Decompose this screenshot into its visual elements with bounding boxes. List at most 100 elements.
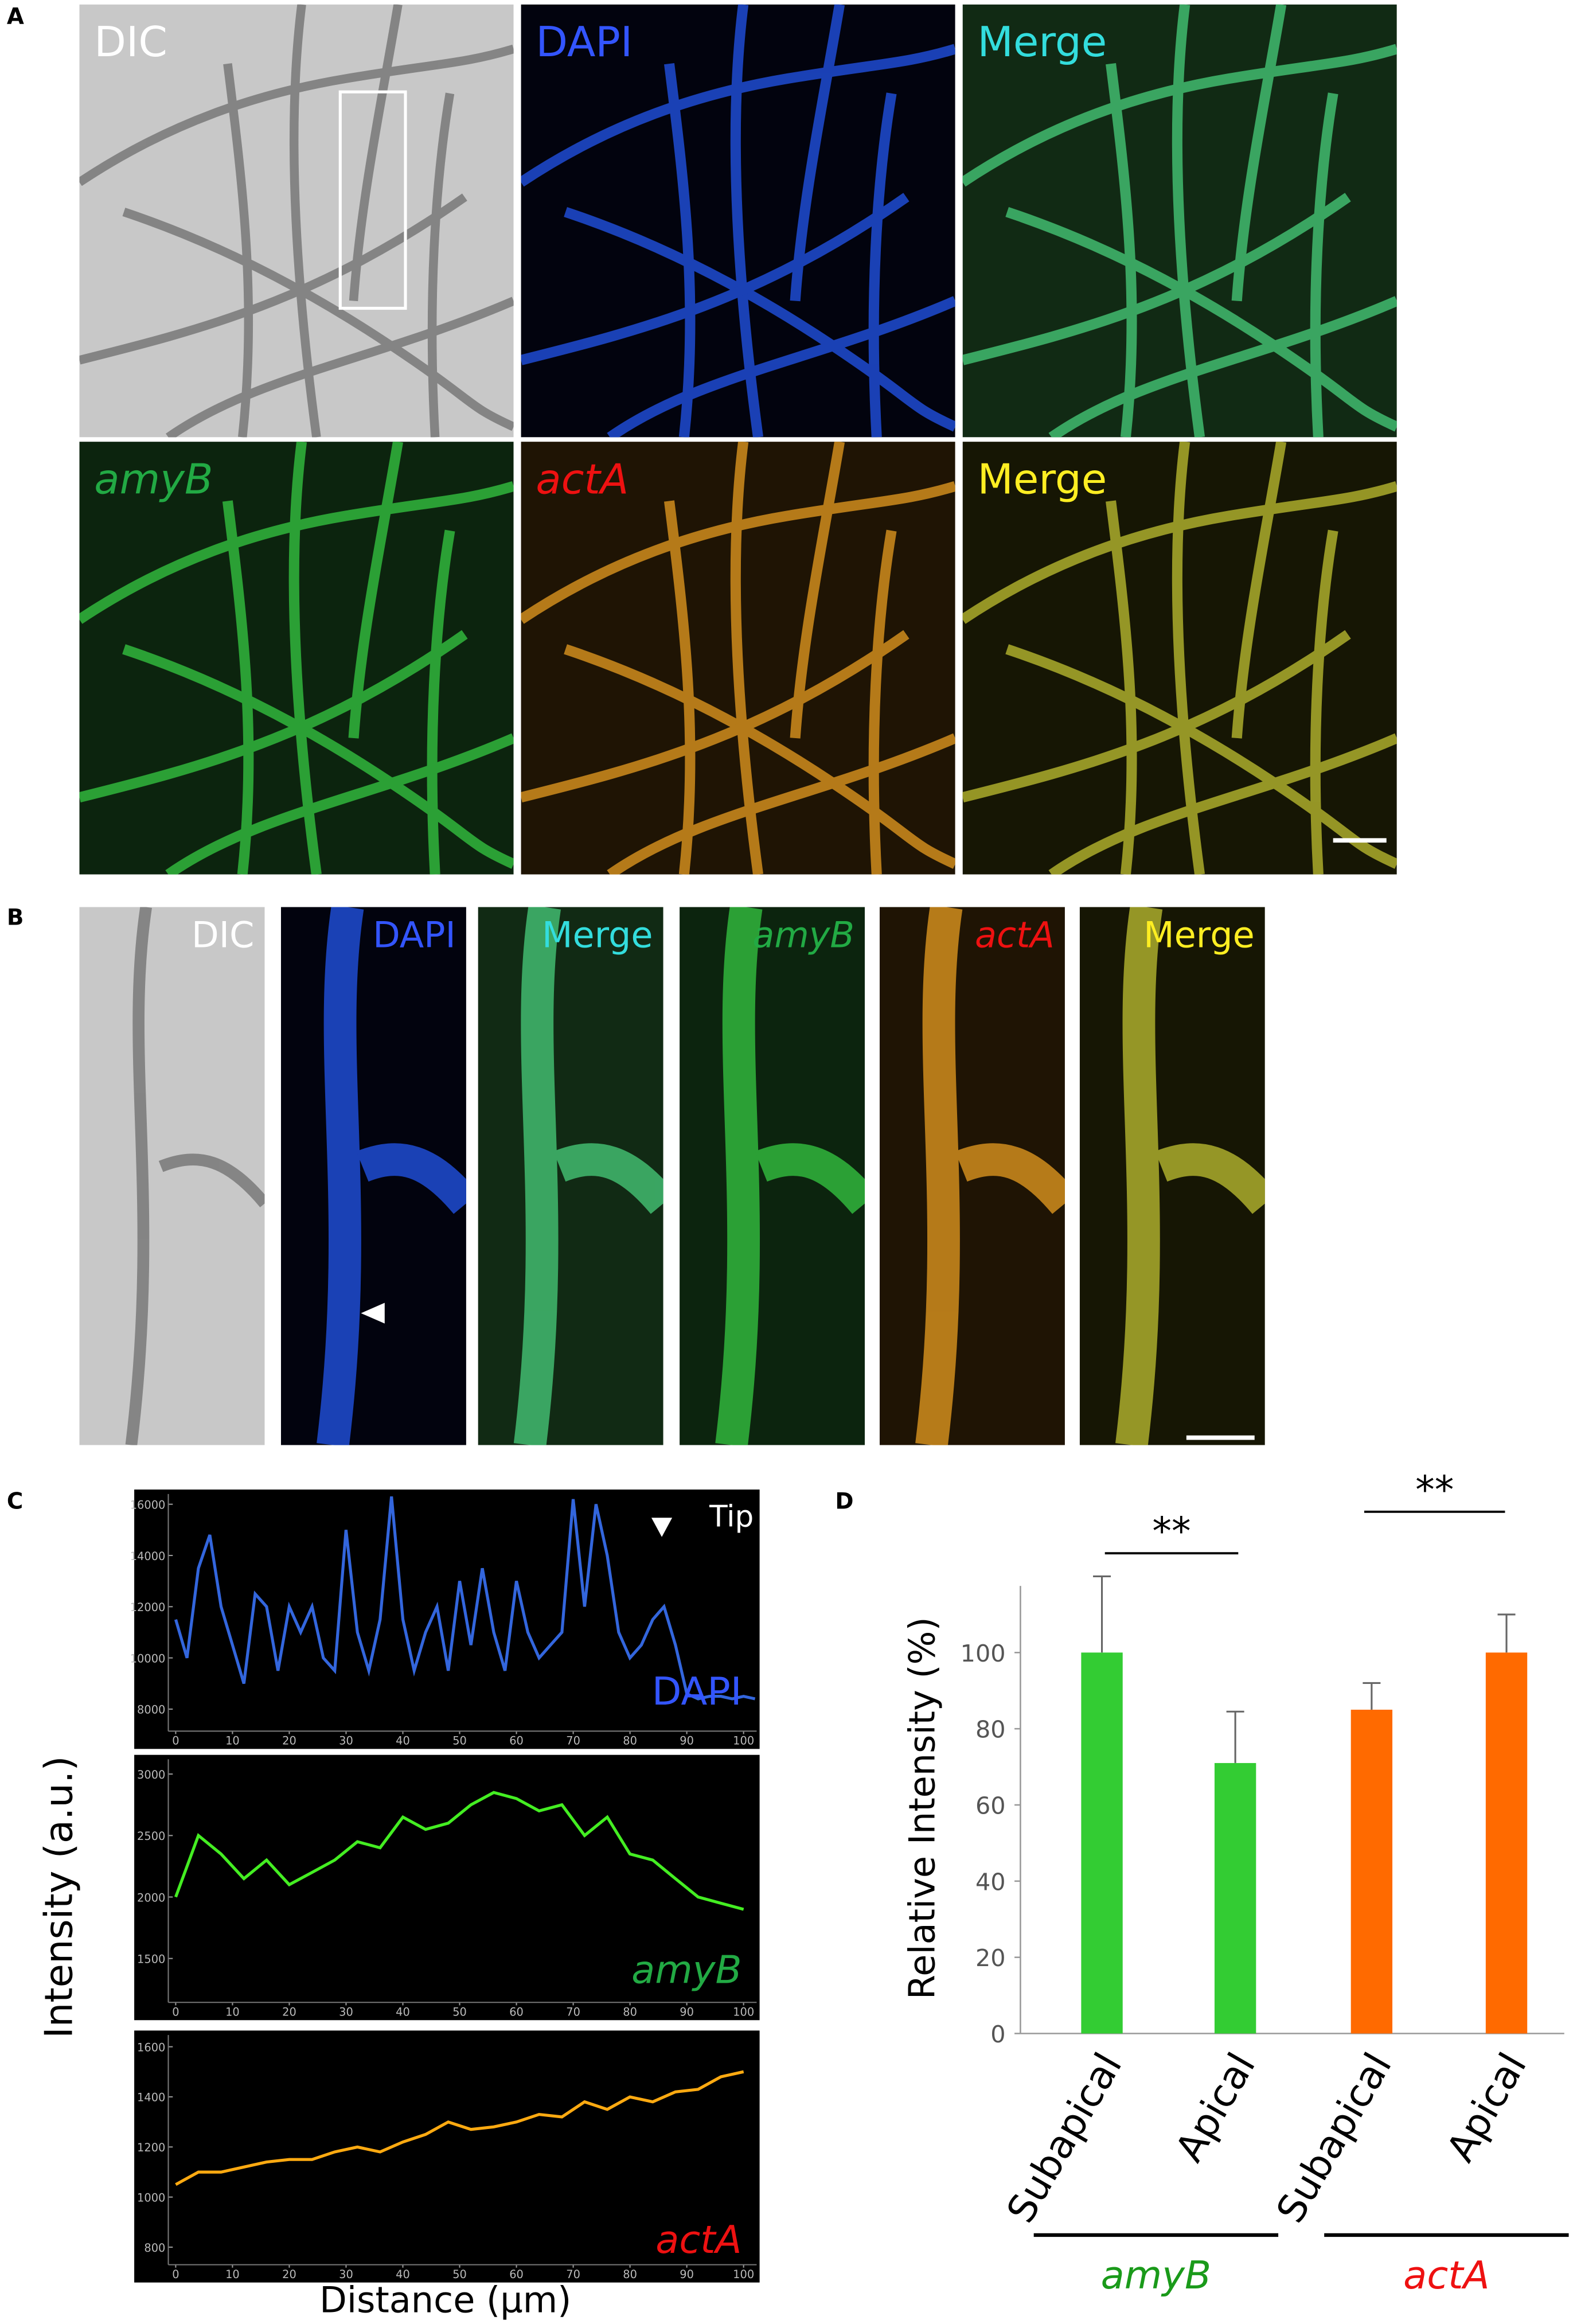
- image-label: amyB: [752, 914, 854, 956]
- panel-label: A: [7, 3, 24, 29]
- category-label: Subapical: [998, 2045, 1131, 2230]
- micrograph: [879, 907, 1065, 1445]
- micrograph: [521, 442, 955, 875]
- significance-label: **: [1152, 1509, 1190, 1554]
- image-label: actA: [536, 456, 629, 504]
- significance-label: **: [1415, 1467, 1454, 1512]
- y-tick-label: 2000: [137, 1891, 165, 1904]
- x-tick-label: 10: [225, 2268, 240, 2281]
- x-tick-label: 40: [396, 1734, 410, 1748]
- x-tick-label: 30: [339, 2268, 353, 2281]
- y-tick-label: 1000: [137, 2191, 165, 2204]
- y-axis-label: Relative Intensity (%): [901, 1617, 943, 1999]
- x-tick-label: 40: [396, 2268, 410, 2281]
- image-label: DAPI: [373, 914, 456, 956]
- image-label: actA: [975, 914, 1055, 956]
- image-label: Merge: [542, 914, 653, 956]
- y-tick-label: 40: [975, 1868, 1006, 1896]
- micrograph: [963, 442, 1397, 875]
- image-label: Merge: [977, 18, 1107, 67]
- x-tick-label: 90: [680, 2268, 694, 2281]
- bar: [1485, 1652, 1528, 2034]
- x-tick-label: 20: [282, 1734, 296, 1748]
- x-tick-label: 100: [733, 1734, 754, 1748]
- plot-frame: [134, 1754, 760, 2021]
- y-tick-label: 8000: [137, 1703, 165, 1717]
- x-tick-label: 60: [509, 2268, 524, 2281]
- plot-frame: [134, 1489, 760, 1749]
- y-tick-label: 1400: [137, 2091, 165, 2104]
- x-tick-label: 90: [680, 2005, 694, 2018]
- y-tick-label: 60: [975, 1792, 1006, 1819]
- series-label: actA: [655, 2217, 741, 2262]
- x-tick-label: 0: [172, 2005, 179, 2018]
- x-tick-label: 50: [452, 2268, 467, 2281]
- panel-label: C: [7, 1489, 23, 1515]
- x-tick-label: 30: [339, 1734, 353, 1748]
- x-tick-label: 50: [452, 2005, 467, 2018]
- y-tick-label: 1500: [137, 1952, 165, 1966]
- micrograph: [79, 907, 264, 1445]
- micrograph: [478, 907, 663, 1445]
- x-tick-label: 60: [509, 1734, 524, 1748]
- y-tick-label: 10000: [130, 1652, 166, 1665]
- x-axis-label: Distance (µm): [319, 2279, 571, 2321]
- y-tick-label: 1600: [137, 2041, 165, 2054]
- x-tick-label: 100: [733, 2005, 754, 2018]
- image-label: DIC: [192, 914, 254, 956]
- y-tick-label: 16000: [130, 1498, 166, 1511]
- inset-box: [338, 90, 407, 310]
- y-tick-label: 2500: [137, 1830, 165, 1843]
- y-tick-label: 12000: [130, 1601, 166, 1614]
- y-tick-label: 0: [990, 2021, 1005, 2048]
- profile-line: [174, 1791, 744, 1911]
- arrowhead: [651, 1518, 673, 1537]
- y-tick-label: 20: [975, 1944, 1006, 1972]
- x-tick-label: 70: [566, 1734, 580, 1748]
- x-tick-label: 0: [172, 1734, 179, 1748]
- x-tick-label: 80: [623, 2005, 637, 2018]
- x-tick-label: 80: [623, 1734, 637, 1748]
- x-tick-label: 40: [396, 2005, 410, 2018]
- profile-line: [175, 2070, 744, 2186]
- x-tick-label: 80: [623, 2268, 637, 2281]
- series-label: amyB: [631, 1948, 741, 1992]
- x-tick-label: 30: [339, 2005, 353, 2018]
- micrograph: [1079, 907, 1265, 1445]
- category-label: Apical: [1167, 2045, 1264, 2169]
- micrograph: [79, 442, 513, 875]
- image-label: Merge: [977, 456, 1107, 504]
- arrowhead: [361, 1303, 385, 1324]
- image-label: Merge: [1143, 914, 1255, 956]
- group-label: amyB: [1101, 2253, 1211, 2298]
- y-tick-label: 14000: [130, 1550, 166, 1563]
- image-label: DAPI: [536, 18, 633, 67]
- panel-label: B: [7, 905, 24, 931]
- y-tick-label: 100: [961, 1640, 1006, 1667]
- bar: [1081, 1652, 1123, 2034]
- category-label: Subapical: [1268, 2045, 1400, 2230]
- x-tick-label: 100: [733, 2268, 754, 2281]
- y-tick-label: 80: [975, 1716, 1006, 1744]
- panel-label: D: [835, 1489, 853, 1515]
- series-label: DAPI: [652, 1669, 742, 1714]
- plot-frame: [134, 2030, 760, 2283]
- x-tick-label: 20: [282, 2268, 296, 2281]
- bar: [1214, 1763, 1256, 2034]
- image-label: amyB: [94, 456, 213, 504]
- profile-line: [174, 1496, 756, 1701]
- micrograph: [963, 5, 1397, 438]
- x-tick-label: 90: [680, 1734, 694, 1748]
- y-tick-label: 3000: [137, 1768, 165, 1781]
- y-tick-label: 1200: [137, 2141, 165, 2154]
- x-tick-label: 50: [452, 1734, 467, 1748]
- y-tick-label: 800: [144, 2241, 165, 2255]
- bar: [1350, 1709, 1393, 2034]
- micrograph: [280, 907, 466, 1445]
- annotation: Tip: [709, 1500, 754, 1534]
- x-tick-label: 20: [282, 2005, 296, 2018]
- micrograph: [680, 907, 865, 1445]
- x-tick-label: 70: [566, 2005, 580, 2018]
- x-tick-label: 0: [172, 2268, 179, 2281]
